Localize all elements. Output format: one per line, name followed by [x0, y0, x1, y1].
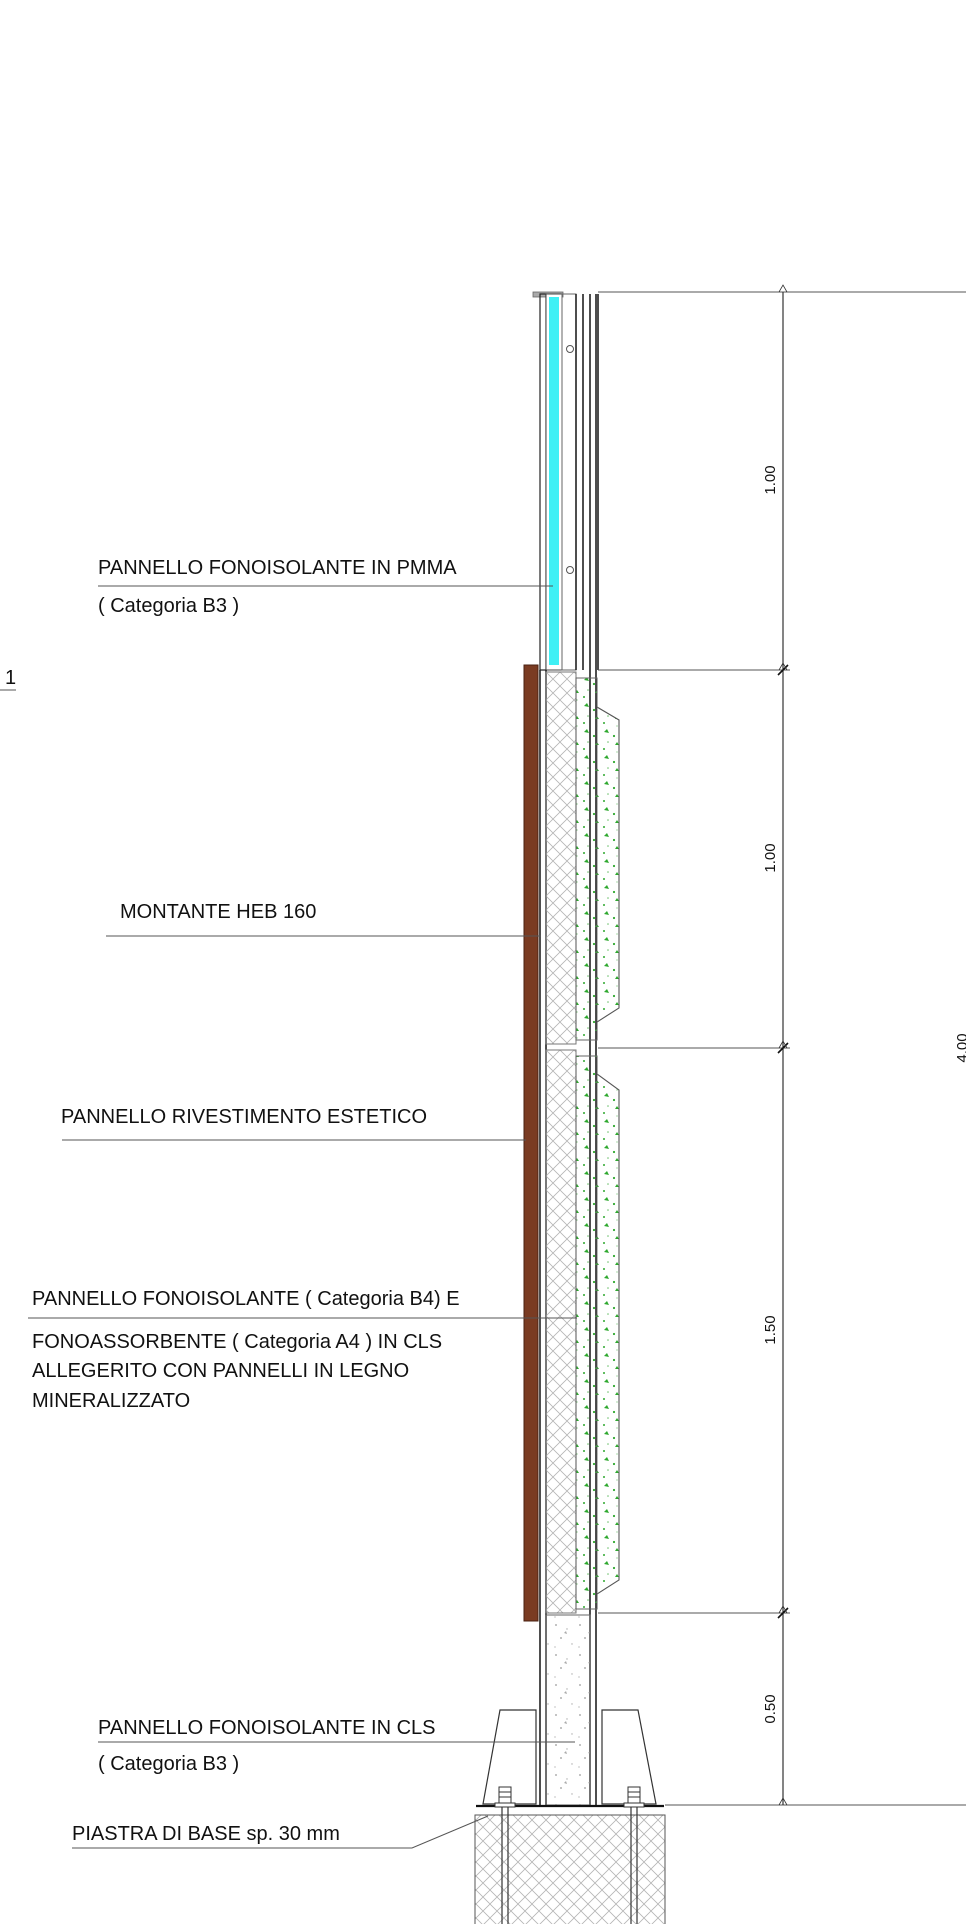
dim-seg2: 1.00	[762, 843, 779, 872]
label-cls-a4: PANNELLO FONOISOLANTE ( Categoria B4) E …	[28, 1288, 577, 1412]
label-cls-b3-line2: ( Categoria B3 )	[98, 1753, 239, 1775]
label-cls-a4-line1: PANNELLO FONOISOLANTE ( Categoria B4) E	[32, 1288, 460, 1310]
label-piastra: PIASTRA DI BASE sp. 30 mm	[72, 1815, 489, 1849]
cls-panel-bottom	[545, 1614, 591, 1806]
label-rivestimento: PANNELLO RIVESTIMENTO ESTETICO	[61, 1106, 526, 1141]
section-mark-text: 1	[5, 667, 16, 689]
dim-total: 4.00	[954, 1033, 966, 1062]
base-plate	[474, 1709, 666, 1924]
label-cls-a4-line2: FONOASSORBENTE ( Categoria A4 ) IN CLS	[32, 1331, 442, 1353]
anchor-bolt-right	[623, 1786, 645, 1924]
pmma-panel	[532, 291, 599, 671]
section-mark: 1	[0, 667, 16, 691]
dimension-chain: 1.00 1.00 1.50 0.50 4.00	[598, 284, 966, 1806]
label-piastra-text: PIASTRA DI BASE sp. 30 mm	[72, 1823, 340, 1845]
cls-panel-middle	[545, 1049, 620, 1614]
label-rivestimento-text: PANNELLO RIVESTIMENTO ESTETICO	[61, 1106, 427, 1128]
label-pmma-line2: ( Categoria B3 )	[98, 595, 239, 617]
label-montante-text: MONTANTE HEB 160	[120, 901, 316, 923]
dim-seg3: 1.50	[762, 1315, 779, 1344]
dim-seg4: 0.50	[762, 1694, 779, 1723]
label-cls-b3: PANNELLO FONOISOLANTE IN CLS ( Categoria…	[98, 1717, 575, 1775]
rivestimento-estetico-panel	[523, 664, 539, 1622]
label-pmma-line1: PANNELLO FONOISOLANTE IN PMMA	[98, 557, 457, 579]
label-cls-a4-line4: MINERALIZZATO	[32, 1390, 190, 1412]
pmma-sheet	[549, 297, 559, 665]
anchor-bolt-left	[494, 1786, 516, 1924]
label-montante: MONTANTE HEB 160	[106, 901, 541, 937]
label-pmma: PANNELLO FONOISOLANTE IN PMMA ( Categori…	[98, 557, 553, 617]
cls-panel-upper	[545, 671, 620, 1045]
label-cls-b3-line1: PANNELLO FONOISOLANTE IN CLS	[98, 1717, 436, 1739]
dim-seg1: 1.00	[762, 465, 779, 494]
label-cls-a4-line3: ALLEGERITO CON PANNELLI IN LEGNO	[32, 1360, 409, 1382]
